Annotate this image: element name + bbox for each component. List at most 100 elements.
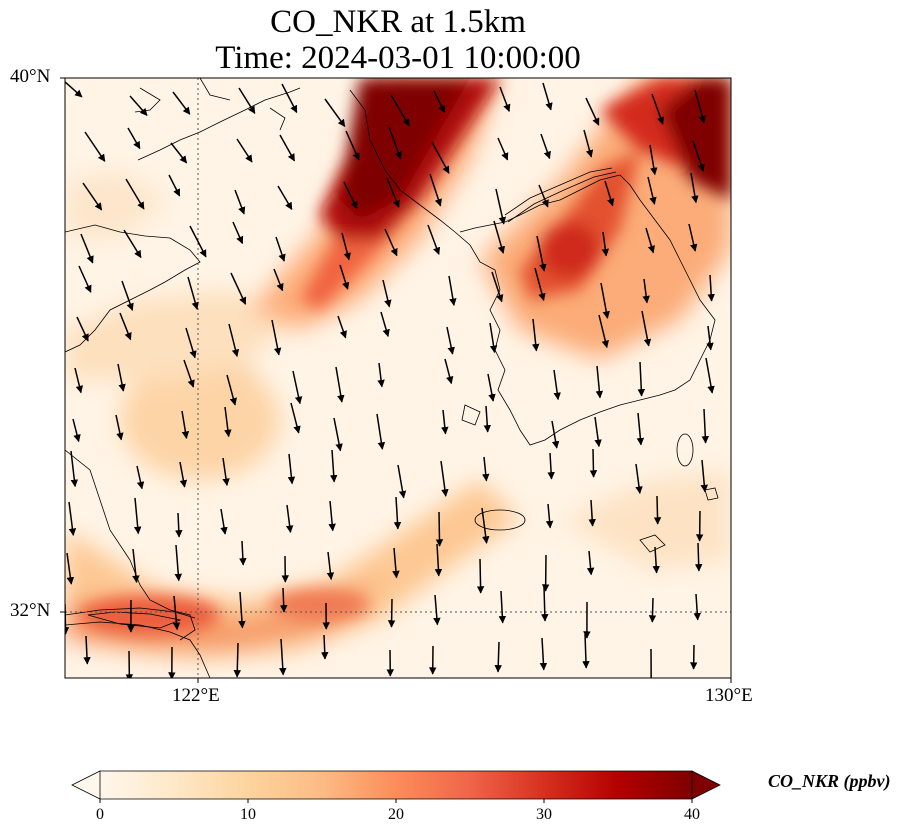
colorbar-tick-20: 20: [388, 806, 404, 823]
wind-arrow: [481, 507, 490, 544]
wind-arrow: [380, 311, 390, 338]
wind-arrow: [545, 503, 554, 529]
wind-arrow: [594, 416, 602, 448]
wind-arrow: [220, 508, 228, 535]
wind-arrow: [279, 638, 287, 676]
wind-arrow: [498, 590, 507, 624]
wind-arrow: [636, 412, 645, 446]
wind-arrow: [649, 144, 658, 176]
wind-arrow: [70, 450, 79, 488]
wind-arrow: [230, 272, 247, 305]
wind-arrow: [427, 224, 441, 256]
wind-arrow: [392, 547, 400, 579]
wind-arrow: [337, 315, 347, 339]
wind-arrow: [693, 593, 701, 621]
wind-arrow: [76, 316, 89, 342]
wind-arrow: [598, 314, 609, 349]
wind-arrow: [82, 182, 103, 211]
wind-arrow: [117, 363, 126, 392]
wind-arrow: [224, 406, 232, 438]
wind-arrow: [448, 275, 457, 307]
wind-arrow: [388, 126, 402, 160]
wind-arrow: [707, 274, 715, 302]
wind-arrow: [72, 418, 81, 443]
wind-arrow: [553, 369, 561, 401]
wind-arrow: [433, 90, 446, 114]
wind-arrow: [179, 461, 188, 488]
wind-arrow: [701, 408, 710, 444]
wind-arrow: [641, 310, 652, 347]
colorbar-gradient: [100, 771, 692, 799]
wind-arrow: [440, 460, 449, 497]
wind-arrow: [481, 456, 490, 482]
wind-arrow: [705, 357, 715, 394]
wind-arrow: [491, 271, 504, 303]
wind-arrow: [538, 184, 549, 208]
wind-arrow: [446, 326, 455, 355]
wind-arrow: [429, 173, 442, 207]
wind-arrow: [341, 232, 351, 261]
wind-arrow: [542, 82, 553, 111]
wind-arrow: [132, 548, 140, 584]
wind-arrow: [174, 544, 183, 582]
wind-arrow: [123, 229, 142, 259]
wind-arrow: [635, 463, 643, 495]
wind-arrow: [539, 637, 548, 671]
wind-arrow: [170, 142, 188, 164]
wind-arrow: [688, 223, 698, 252]
wind-arrow: [706, 325, 714, 351]
wind-arrow: [273, 268, 284, 292]
wind-arrow: [238, 87, 256, 115]
wind-arrow: [499, 86, 511, 113]
wind-arrow: [583, 129, 594, 158]
wind-arrow: [226, 374, 237, 406]
wind-arrow: [489, 322, 498, 354]
wind-arrow: [189, 225, 207, 258]
wind-arrow: [497, 137, 509, 161]
wind-arrow: [78, 265, 92, 293]
wind-arrow: [541, 586, 549, 622]
wind-arrow: [384, 228, 398, 257]
wind-arrow: [588, 499, 596, 527]
wind-arrow: [339, 264, 350, 290]
wind-arrow: [292, 370, 303, 405]
wind-arrow: [648, 597, 657, 623]
wind-arrow: [487, 373, 496, 402]
lat-tick-label-32: 32°N: [10, 600, 51, 621]
wind-arrow: [441, 409, 449, 435]
wind-arrow: [393, 496, 402, 530]
wind-arrow: [129, 95, 148, 116]
colorbar-tick-10: 10: [240, 806, 256, 823]
wind-arrow: [234, 189, 246, 215]
wind-arrow: [279, 134, 296, 162]
wind-arrow: [115, 414, 124, 441]
wind-arrow: [642, 278, 650, 304]
wind-arrow: [397, 464, 407, 499]
wind-arrow: [582, 633, 590, 669]
wind-arrow: [277, 185, 293, 211]
wind-arrow: [329, 449, 338, 483]
wind-arrow: [181, 410, 190, 439]
wind-arrow: [651, 93, 665, 125]
wind-arrow: [121, 280, 134, 311]
wind-arrow: [531, 318, 540, 352]
map-title-line-1: CO_NKR at 1.5km: [270, 4, 526, 40]
wind-arrow: [540, 133, 551, 160]
wind-arrow: [431, 141, 450, 174]
wind-arrow: [694, 542, 703, 572]
wind-arrow: [382, 279, 392, 308]
wind-arrow: [652, 546, 660, 574]
wind-arrow: [279, 587, 288, 613]
wind-arrow: [285, 504, 294, 534]
wind-arrow: [236, 138, 253, 163]
wind-arrow: [183, 359, 195, 388]
wind-arrow: [133, 497, 142, 535]
colorbar-tick-40: 40: [684, 806, 700, 823]
wind-arrow: [333, 417, 343, 452]
colorbar-extend-max: [691, 770, 721, 800]
lon-tick-label-122: 122°E: [172, 685, 220, 706]
wind-arrow: [390, 94, 410, 127]
wind-arrow: [281, 83, 298, 114]
wind-arrow: [476, 558, 485, 594]
coastlines: [65, 78, 719, 678]
